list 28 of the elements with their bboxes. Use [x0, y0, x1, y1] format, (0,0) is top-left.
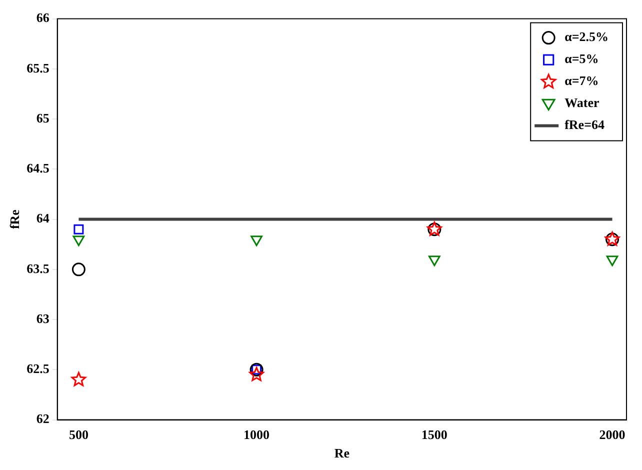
y-tick-label: 65.5 — [26, 60, 50, 76]
point — [606, 256, 618, 266]
y-tick-label: 65 — [36, 110, 50, 126]
x-axis-title: Re — [334, 446, 350, 461]
legend-label: α=2.5% — [564, 29, 609, 44]
legend-label: fRe=64 — [564, 117, 605, 132]
y-tick-label: 64.5 — [26, 160, 50, 176]
y-axis-title: fRe — [7, 209, 22, 230]
y-tick-label: 63.5 — [26, 260, 50, 276]
point — [428, 256, 440, 266]
y-tick-label: 62 — [36, 411, 50, 426]
point — [249, 366, 264, 382]
y-tick-label: 63 — [36, 310, 50, 326]
legend-label: α=5% — [564, 51, 599, 66]
y-tick-label: 64 — [36, 210, 50, 226]
point — [250, 236, 262, 246]
point — [74, 224, 84, 234]
y-tick-label: 62.5 — [26, 361, 50, 376]
point — [71, 372, 86, 386]
x-tick-label: 2000 — [599, 426, 626, 442]
x-tick-label: 1500 — [421, 426, 448, 442]
point — [72, 236, 85, 246]
legend-label: α=7% — [564, 73, 599, 88]
point — [72, 262, 86, 276]
x-tick-label: 500 — [68, 426, 88, 442]
x-tick-label: 1000 — [244, 426, 270, 442]
legend-label: Water — [564, 95, 600, 110]
y-tick-label: 66 — [36, 10, 50, 26]
